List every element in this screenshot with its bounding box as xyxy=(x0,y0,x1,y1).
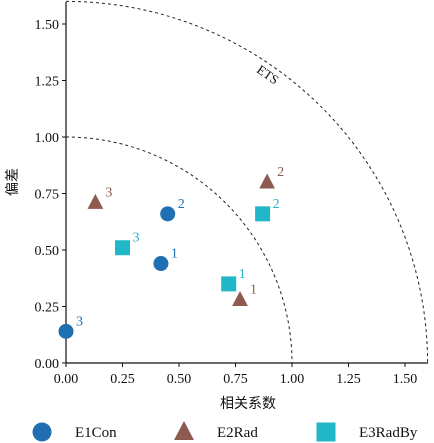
y-ticks: 0.00 0.25 0.50 0.75 1.00 1.25 1.50 xyxy=(35,18,66,372)
x-tick-label: 0.25 xyxy=(110,372,135,387)
point-label: 2 xyxy=(277,165,284,180)
x-tick-label: 0.00 xyxy=(54,372,79,387)
y-tick-label: 1.50 xyxy=(35,18,60,33)
point-label: 2 xyxy=(273,197,280,212)
legend-label: E3RadBy xyxy=(359,425,418,441)
reference-arcs: ETS xyxy=(65,0,429,364)
reference-arc-label: ETS xyxy=(254,62,282,88)
y-axis-title: 偏差 xyxy=(5,168,21,196)
legend-label: E1Con xyxy=(75,425,117,441)
square-point xyxy=(255,206,271,222)
legend-square-marker xyxy=(316,422,336,442)
triangle-point xyxy=(259,173,276,189)
legend-triangle-marker xyxy=(174,420,194,440)
x-tick-label: 1.25 xyxy=(336,372,361,387)
axes xyxy=(65,2,428,364)
point-label: 1 xyxy=(239,267,246,282)
legend-circle-marker xyxy=(32,422,52,442)
point-label: 2 xyxy=(178,197,185,212)
data-points xyxy=(58,173,276,339)
point-label: 3 xyxy=(133,231,140,246)
square-point xyxy=(115,240,130,256)
y-tick-label: 0.75 xyxy=(35,188,60,203)
y-tick-label: 0.50 xyxy=(35,244,60,259)
point-label: 1 xyxy=(171,247,178,262)
circle-point xyxy=(58,323,74,339)
reference-arc xyxy=(65,0,429,364)
x-tick-label: 1.00 xyxy=(280,372,305,387)
circle-point xyxy=(153,256,169,272)
square-point xyxy=(221,276,237,292)
triangle-point xyxy=(87,193,104,209)
y-tick-label: 0.25 xyxy=(35,301,60,316)
y-tick-label: 0.00 xyxy=(35,357,60,372)
y-tick-label: 1.25 xyxy=(35,75,60,90)
y-tick-label: 1.00 xyxy=(35,131,60,146)
legend-label: E2Rad xyxy=(217,425,258,441)
point-label: 3 xyxy=(105,186,112,201)
triangle-point xyxy=(232,291,248,307)
x-axis-title: 相关系数 xyxy=(220,396,276,412)
x-tick-label: 0.50 xyxy=(167,372,192,387)
legend: E1Con E2Rad E3RadBy xyxy=(32,420,418,442)
point-label: 1 xyxy=(250,283,257,298)
point-labels: 1 2 3 1 2 3 1 2 3 xyxy=(76,165,284,329)
point-label: 3 xyxy=(76,314,83,329)
circle-point xyxy=(160,206,176,222)
reference-arc xyxy=(65,136,293,364)
x-tick-label: 1.50 xyxy=(393,372,418,387)
x-tick-label: 0.75 xyxy=(223,372,248,387)
x-ticks: 0.00 0.25 0.50 0.75 1.00 1.25 1.50 xyxy=(54,363,418,387)
